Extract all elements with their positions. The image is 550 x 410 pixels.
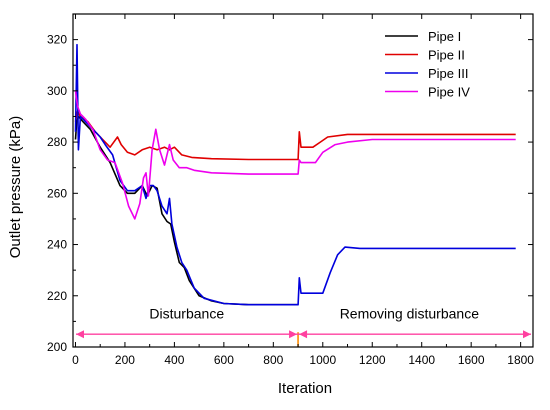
series-line-pipe-ii	[74, 110, 516, 161]
x-tick-label: 0	[72, 353, 79, 367]
annotation-text: Disturbance	[149, 306, 224, 322]
x-tick-label: 1000	[309, 353, 336, 367]
x-tick-label: 1800	[507, 353, 534, 367]
y-tick-label: 300	[47, 84, 67, 98]
y-axis-title: Outlet pressure (kPa)	[7, 116, 24, 259]
legend-label: Pipe I	[428, 29, 461, 44]
series-line-pipe-iv	[74, 90, 516, 220]
plot-area: Disturbance Removing disturbance	[74, 43, 531, 347]
legend: Pipe I Pipe II Pipe III Pipe IV	[385, 29, 470, 100]
axes: 0 200 400 600 800 1000 1200 1400 1600 1800 200 220 2…	[47, 13, 534, 367]
x-tick-label: 200	[115, 353, 135, 367]
x-tick-label: 1600	[458, 353, 485, 367]
x-axis-title: Iteration	[278, 380, 332, 397]
y-tick-label: 240	[47, 238, 67, 252]
plot-frame	[72, 13, 534, 348]
arrow-head-split-left	[289, 330, 298, 339]
y-tick-label: 220	[47, 289, 67, 303]
x-tick-label: 600	[214, 353, 234, 367]
y-tick-label: 280	[47, 135, 67, 149]
legend-label: Pipe IV	[428, 85, 470, 100]
legend-label: Pipe III	[428, 66, 468, 81]
arrow-head-right	[523, 330, 531, 339]
y-tick-label: 320	[47, 33, 67, 47]
legend-label: Pipe II	[428, 48, 465, 63]
x-tick-label: 800	[263, 353, 283, 367]
x-tick-label: 1200	[359, 353, 386, 367]
annotation-text: Removing disturbance	[340, 306, 480, 322]
y-tick-label: 260	[47, 186, 67, 200]
series-line-pipe-i	[74, 115, 299, 306]
arrow-head-left	[76, 330, 84, 339]
arrow-head-split-right	[299, 330, 308, 339]
y-tick-label: 200	[47, 340, 67, 354]
x-tick-label: 400	[164, 353, 184, 367]
series-line-pipe-iii	[74, 43, 516, 306]
x-tick-label: 1400	[408, 353, 435, 367]
